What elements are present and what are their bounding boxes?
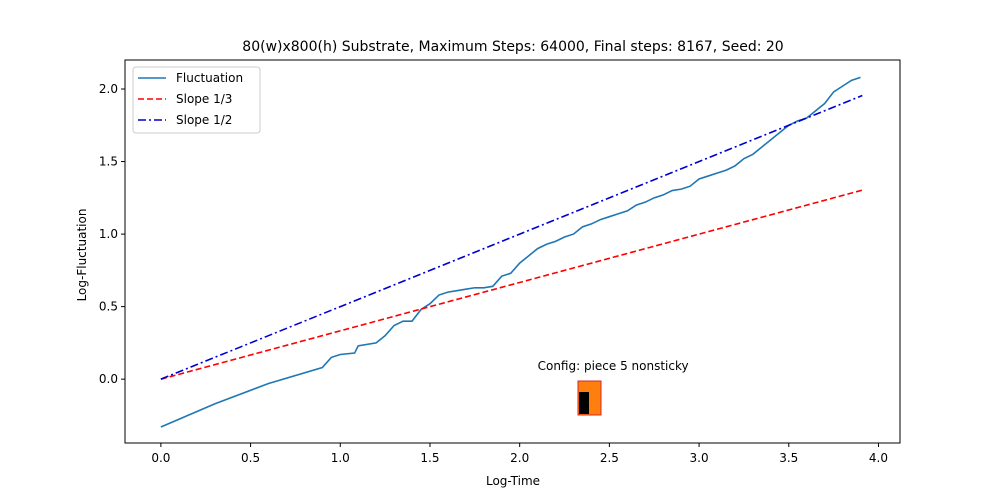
y-tick-label: 1.0 (99, 227, 118, 241)
legend-label-1: Fluctuation (176, 71, 243, 85)
chart-title: 80(w)x800(h) Substrate, Maximum Steps: 6… (242, 39, 783, 55)
x-tick-label: 2.0 (510, 451, 529, 465)
y-tick-label: 1.5 (99, 155, 118, 169)
config-annotation: Config: piece 5 nonsticky (538, 359, 689, 416)
y-tick-label: 0.0 (99, 372, 118, 386)
y-tick-label: 2.0 (99, 82, 118, 96)
series-line-3 (160, 94, 863, 380)
y-axis: 0.0 0.5 1.0 1.5 2.0 (99, 82, 125, 386)
config-annotation-text: Config: piece 5 nonsticky (538, 359, 689, 373)
y-tick-label: 0.5 (99, 300, 118, 314)
x-tick-label: 4.0 (869, 451, 888, 465)
x-tick-label: 1.0 (331, 451, 350, 465)
legend: Fluctuation Slope 1/3 Slope 1/2 (132, 66, 261, 134)
x-tick-label: 0.0 (151, 451, 170, 465)
x-axis-label: Log-Time (486, 474, 540, 488)
series-line-2 (160, 189, 863, 380)
legend-box (132, 66, 261, 134)
y-axis-label: Log-Fluctuation (75, 209, 89, 302)
plot-frame (124, 59, 901, 444)
legend-label-2: Slope 1/3 (176, 92, 232, 106)
x-tick-label: 3.0 (690, 451, 709, 465)
plot-area (124, 59, 901, 444)
x-tick-label: 1.5 (420, 451, 439, 465)
piece-cell (579, 392, 589, 414)
series-line-1 (160, 76, 861, 428)
x-axis: 0.0 0.5 1.0 1.5 2.0 2.5 3.0 3.5 4.0 (151, 443, 888, 465)
x-tick-label: 3.5 (779, 451, 798, 465)
piece-icon (577, 380, 602, 416)
legend-label-3: Slope 1/2 (176, 113, 232, 127)
x-tick-label: 2.5 (600, 451, 619, 465)
x-tick-label: 0.5 (241, 451, 260, 465)
